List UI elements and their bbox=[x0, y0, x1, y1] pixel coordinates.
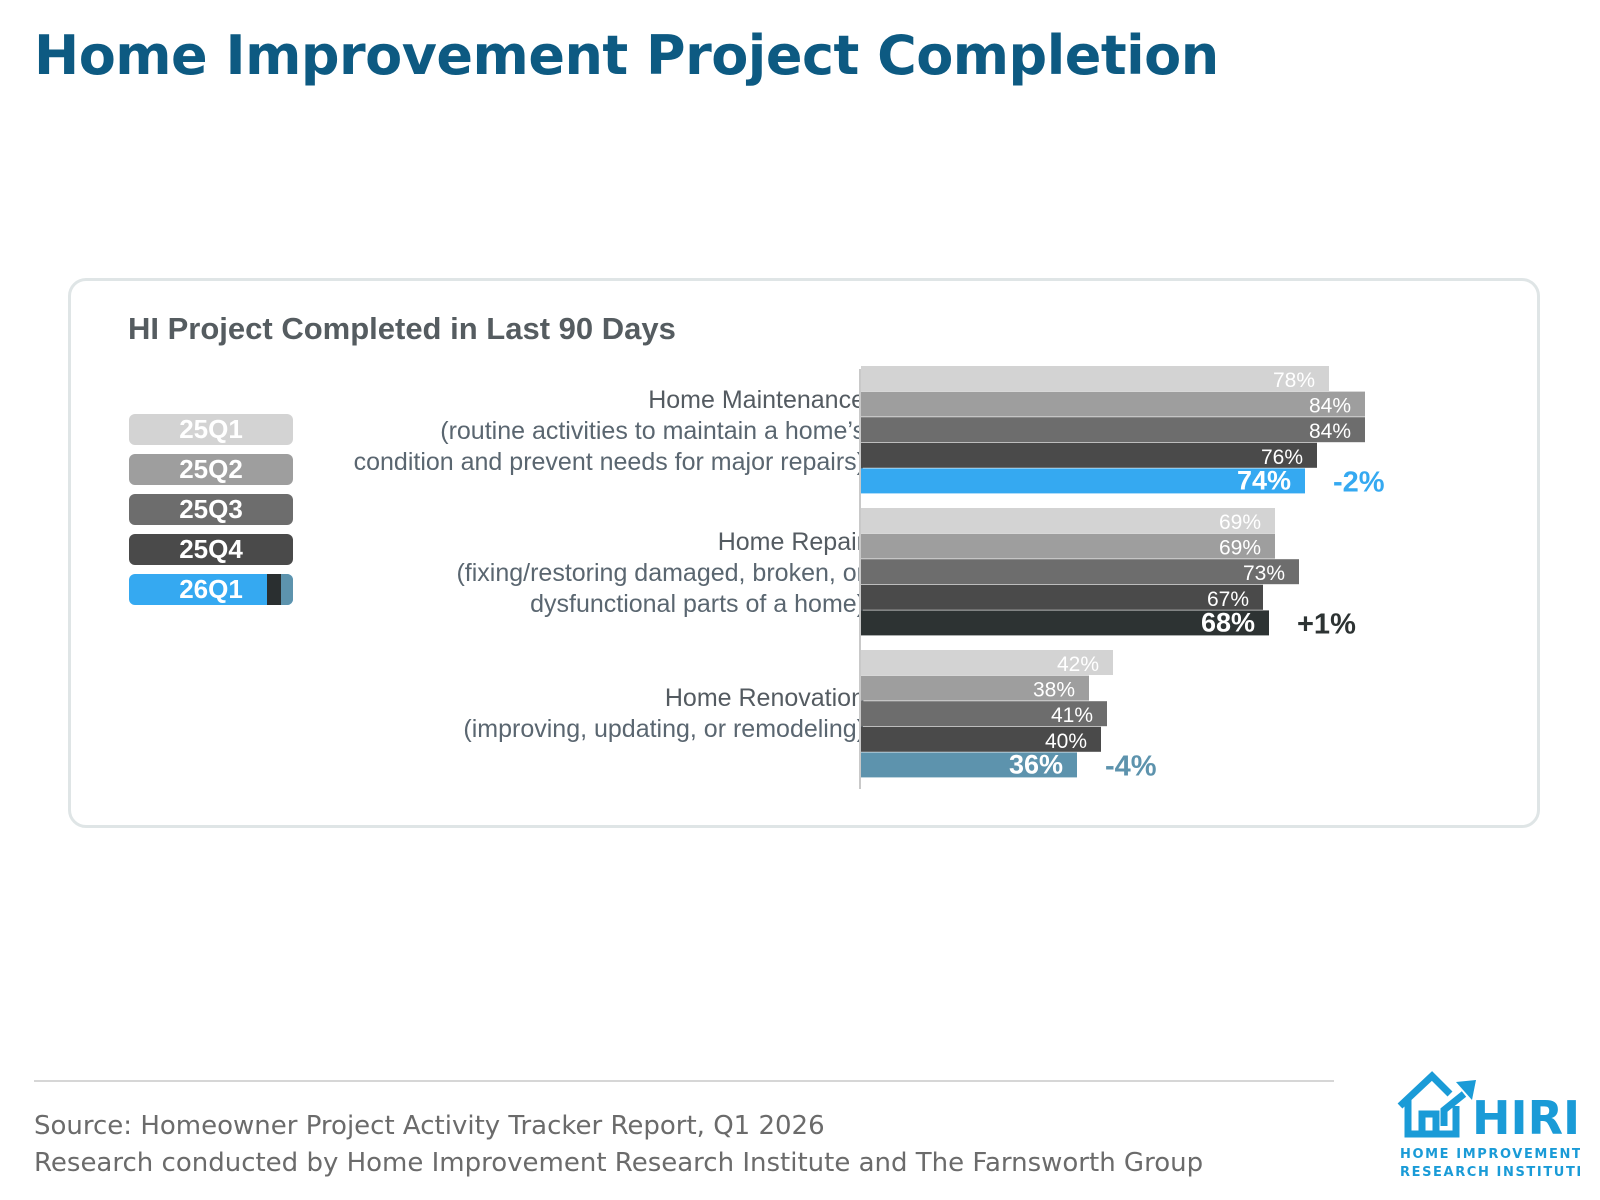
legend-label: 26Q1 bbox=[179, 574, 243, 604]
bar-value-label: 38% bbox=[1033, 679, 1075, 702]
bar-25q4-0 bbox=[861, 442, 1317, 468]
bar-value-label: 69% bbox=[1219, 511, 1261, 534]
bar-25q3-1 bbox=[861, 559, 1299, 585]
category-label-home-repair: Home Repair (fixing/restoring damaged, b… bbox=[456, 527, 865, 620]
logo-line-2: RESEARCH INSTITUTE bbox=[1400, 1165, 1580, 1180]
legend-swatch-variants bbox=[267, 574, 293, 605]
bar-25q2-1 bbox=[861, 533, 1275, 559]
credit-line: Research conducted by Home Improvement R… bbox=[34, 1148, 1204, 1178]
bar-value-label: 36% bbox=[1009, 749, 1063, 779]
bar-value-label: 84% bbox=[1309, 420, 1351, 443]
bar-value-label: 40% bbox=[1045, 730, 1087, 753]
legend-label: 25Q1 bbox=[179, 414, 243, 444]
bar-value-label: 67% bbox=[1207, 588, 1249, 611]
page-title: Home Improvement Project Completion bbox=[34, 24, 1219, 87]
category-name: Home Maintenance bbox=[648, 386, 865, 414]
bar-value-label: 41% bbox=[1051, 704, 1093, 727]
category-label-home-renovation: Home Renovation (improving, updating, or… bbox=[463, 683, 865, 745]
bar-25q4-1 bbox=[861, 584, 1263, 610]
bar-25q2-0 bbox=[861, 391, 1365, 417]
legend-label: 25Q3 bbox=[179, 494, 243, 524]
legend-item-25q2: 25Q2 bbox=[129, 454, 293, 485]
legend-label: 25Q4 bbox=[179, 534, 243, 564]
bar-26q1-2 bbox=[861, 752, 1077, 778]
category-description: (improving, updating, or remodeling) bbox=[463, 715, 865, 743]
category-description: (routine activities to maintain a home’s bbox=[440, 417, 865, 445]
category-name: Home Repair bbox=[717, 528, 865, 556]
category-axis-line bbox=[859, 369, 861, 789]
bar-25q1-1 bbox=[861, 508, 1275, 533]
legend-label: 25Q2 bbox=[179, 454, 243, 484]
bar-25q3-2 bbox=[861, 701, 1107, 727]
bar-26q1-1 bbox=[861, 610, 1269, 636]
legend-item-25q4: 25Q4 bbox=[129, 534, 293, 565]
chart-title: HI Project Completed in Last 90 Days bbox=[128, 311, 676, 346]
bar-25q1-0 bbox=[861, 366, 1329, 391]
bar-25q3-0 bbox=[861, 417, 1365, 443]
change-label: -4% bbox=[1105, 750, 1157, 782]
bar-26q1-0 bbox=[861, 468, 1305, 494]
hiri-logo: HIRI HOME IMPROVEMENT RESEARCH INSTITUTE bbox=[1397, 1071, 1580, 1180]
bar-value-label: 42% bbox=[1057, 653, 1099, 676]
logo-wordmark: HIRI bbox=[1472, 1091, 1580, 1145]
category-description: condition and prevent needs for major re… bbox=[353, 448, 865, 476]
category-name: Home Renovation bbox=[664, 684, 865, 712]
bar-25q2-2 bbox=[861, 675, 1089, 701]
change-label: -2% bbox=[1333, 466, 1385, 498]
chart-legend: 25Q1 25Q2 25Q3 25Q4 26Q1 bbox=[129, 414, 293, 614]
source-note: Source: Homeowner Project Activity Track… bbox=[34, 1108, 1203, 1182]
bar-value-label: 76% bbox=[1261, 446, 1303, 469]
legend-item-25q3: 25Q3 bbox=[129, 494, 293, 525]
legend-item-26q1: 26Q1 bbox=[129, 574, 293, 605]
category-label-home-maintenance: Home Maintenance (routine activities to … bbox=[354, 385, 865, 478]
bar-value-label: 73% bbox=[1243, 562, 1285, 585]
logo-line-1: HOME IMPROVEMENT bbox=[1400, 1147, 1580, 1162]
bar-value-label: 78% bbox=[1273, 369, 1315, 392]
bar-value-label: 69% bbox=[1219, 537, 1261, 560]
chart-panel: HI Project Completed in Last 90 Days 25Q… bbox=[68, 278, 1540, 828]
house-with-rising-arrow-icon bbox=[1397, 1071, 1467, 1138]
bar-value-label: 84% bbox=[1309, 395, 1351, 418]
bar-plot-area: 78%84%84%76%74% -2%69%69%73%67%68% +1%42%3… bbox=[861, 366, 1385, 782]
bar-25q4-2 bbox=[861, 726, 1101, 752]
bar-value-label: 74% bbox=[1237, 465, 1291, 495]
change-label: +1% bbox=[1297, 608, 1356, 640]
bar-value-label: 68% bbox=[1201, 607, 1255, 637]
footer-divider bbox=[34, 1080, 1334, 1082]
category-description: (fixing/restoring damaged, broken, or bbox=[456, 559, 865, 587]
bar-25q1-2 bbox=[861, 650, 1113, 675]
legend-item-25q1: 25Q1 bbox=[129, 414, 293, 445]
category-description: dysfunctional parts of a home) bbox=[530, 590, 865, 618]
arrow-head-icon bbox=[1456, 1080, 1476, 1100]
source-line: Source: Homeowner Project Activity Track… bbox=[34, 1111, 825, 1141]
